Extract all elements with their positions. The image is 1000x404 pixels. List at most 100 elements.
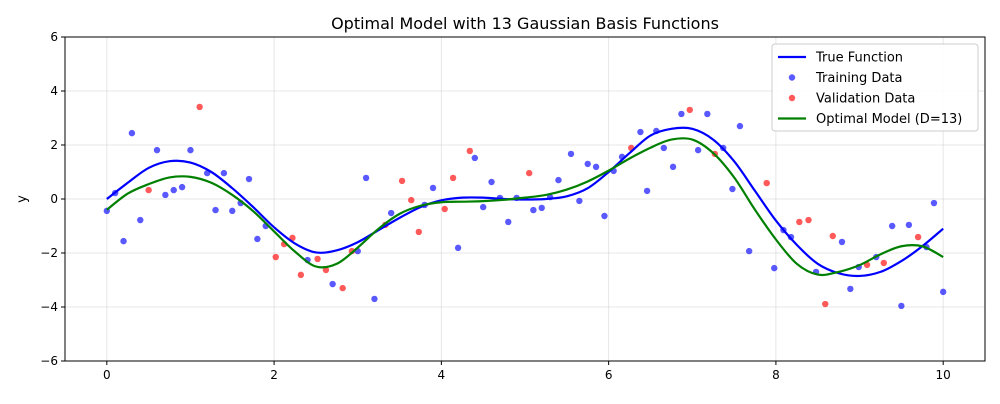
y-tick-label: −4 [40,300,58,314]
validation-point [441,205,448,213]
validation-point [822,300,829,308]
validation-point [398,177,406,185]
training-point [471,154,479,162]
validation-point [525,169,533,177]
x-tick-label: 2 [270,368,278,382]
training-point [362,174,370,182]
training-point [838,238,846,246]
training-point [678,110,685,118]
training-point [898,302,905,310]
training-point [847,285,854,293]
training-point [584,160,591,168]
plot-frame [64,36,986,362]
validation-point [829,232,836,240]
validation-point [466,147,473,155]
true-function-line [106,126,944,278]
training-point [888,222,896,230]
training-point [592,163,600,171]
training-point [479,203,487,211]
y-tick-label: −2 [40,246,58,260]
y-tick-label: 6 [50,30,58,44]
validation-point [880,259,887,267]
validation-point [145,186,152,194]
validation-point [289,234,296,242]
validation-point [763,179,770,187]
x-tick-label: 6 [605,368,613,382]
training-point [488,178,495,186]
x-tick-label: 8 [772,368,780,382]
training-point [669,163,677,171]
optimal-model-line [106,137,944,277]
training-point [745,247,753,255]
legend-validation-data-label: Validation Data [816,92,915,107]
training-point [930,199,938,207]
training-point [939,288,947,296]
y-tick-label: −6 [40,354,58,368]
validation-point [314,255,321,263]
validation-point [272,253,279,261]
training-point [530,206,537,214]
validation-point [322,266,330,274]
legend: True Function Training Data Validation Dat… [771,43,979,132]
training-point [229,207,236,215]
validation-point [415,228,422,236]
legend-optimal-model-label: Optimal Model (D=13) [816,112,962,127]
validation-point [339,284,346,292]
training-point [387,209,395,217]
legend-true-function-label: True Function [815,51,903,66]
training-point [771,264,778,272]
x-tick-label: 0 [103,368,111,382]
validation-point [796,218,803,226]
validation-point [297,271,305,279]
legend-training-data-label: Training Data [815,71,902,86]
validation-point [805,216,812,224]
legend-box [771,43,979,132]
training-point [137,216,144,224]
training-point [736,122,744,130]
training-point [905,221,913,229]
ticks: 0 2 4 6 8 10 −6 −4 −2 0 2 4 6 [40,30,951,382]
training-point [153,146,161,154]
training-point [178,183,186,191]
training-point [162,191,169,199]
training-point [254,235,261,243]
training-point [505,218,512,226]
y-axis-label: y [15,195,30,203]
training-point [220,169,228,177]
training-point [567,150,575,158]
training-point [538,204,545,212]
validation-point [686,106,693,114]
training-point [120,237,127,245]
y-tick-label: 2 [50,138,58,152]
y-tick-label: 0 [50,192,58,206]
training-point [128,129,136,137]
training-point [694,146,702,154]
training-point [429,184,437,192]
training-point [660,144,668,152]
y-tick-label: 4 [50,84,58,98]
training-point [245,175,253,183]
training-point [643,187,651,195]
x-tick-label: 4 [438,368,446,382]
legend-validation-data-swatch [788,94,796,102]
validation-point [914,233,922,241]
training-point [454,244,462,252]
training-point [704,110,711,118]
training-point [555,176,562,184]
validation-point [408,196,415,204]
training-point [187,146,194,154]
training-point [170,186,177,194]
training-point [329,280,336,288]
training-point [371,295,378,303]
validation-point [196,103,203,111]
validation-point [449,174,457,182]
training-point [576,197,583,205]
x-tick-label: 10 [936,368,951,382]
training-point [729,185,736,193]
training-point [601,212,608,220]
chart-title: Optimal Model with 13 Gaussian Basis Fun… [331,14,719,33]
legend-training-data-swatch [788,74,796,81]
training-point [637,128,644,136]
series [103,103,947,310]
